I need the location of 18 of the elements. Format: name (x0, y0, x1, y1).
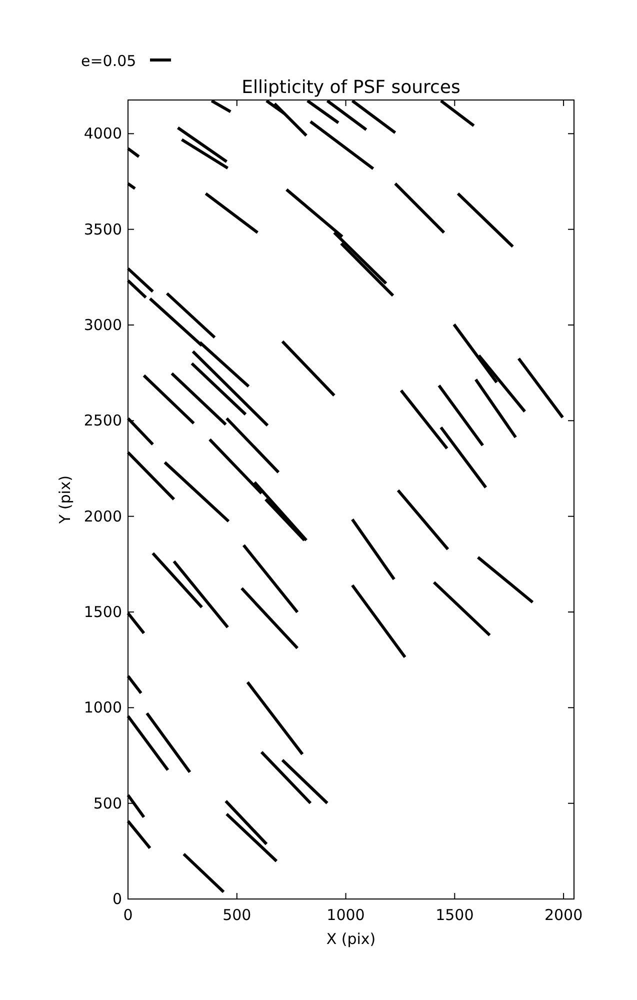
y-tick-label: 500 (93, 794, 122, 812)
x-tick-label: 0 (123, 906, 133, 924)
x-axis-title: X (pix) (326, 930, 376, 948)
y-tick-label: 2500 (84, 412, 122, 430)
x-tick-label: 1500 (436, 906, 474, 924)
y-axis-title: Y (pix) (56, 475, 74, 525)
y-tick-label: 2000 (84, 507, 122, 526)
x-tick-label: 1000 (326, 906, 365, 924)
y-tick-label: 1000 (84, 698, 122, 717)
y-tick-label: 1500 (84, 603, 122, 622)
y-tick-label: 3500 (84, 220, 122, 238)
chart-title: Ellipticity of PSF sources (242, 77, 460, 98)
x-tick-label: 2000 (544, 906, 583, 924)
y-tick-label: 0 (112, 890, 122, 908)
y-tick-label: 3000 (84, 316, 122, 334)
y-tick-label: 4000 (84, 124, 122, 143)
text: e=0.05 (81, 52, 136, 70)
x-tick-label: 500 (222, 906, 252, 924)
